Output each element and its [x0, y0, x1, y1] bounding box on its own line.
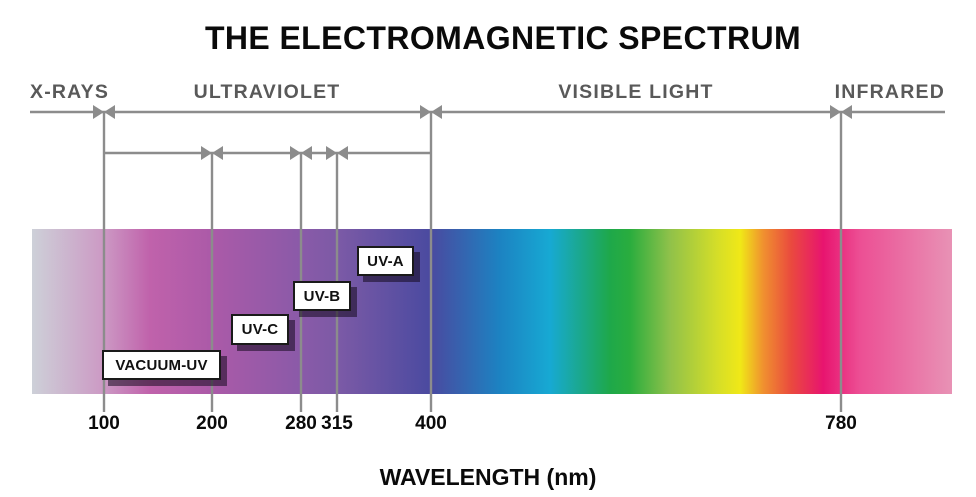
svg-text:INFRARED: INFRARED [835, 81, 945, 103]
svg-text:VISIBLE LIGHT: VISIBLE LIGHT [558, 81, 713, 103]
svg-text:ULTRAVIOLET: ULTRAVIOLET [194, 81, 341, 103]
svg-text:X-RAYS: X-RAYS [30, 81, 109, 103]
